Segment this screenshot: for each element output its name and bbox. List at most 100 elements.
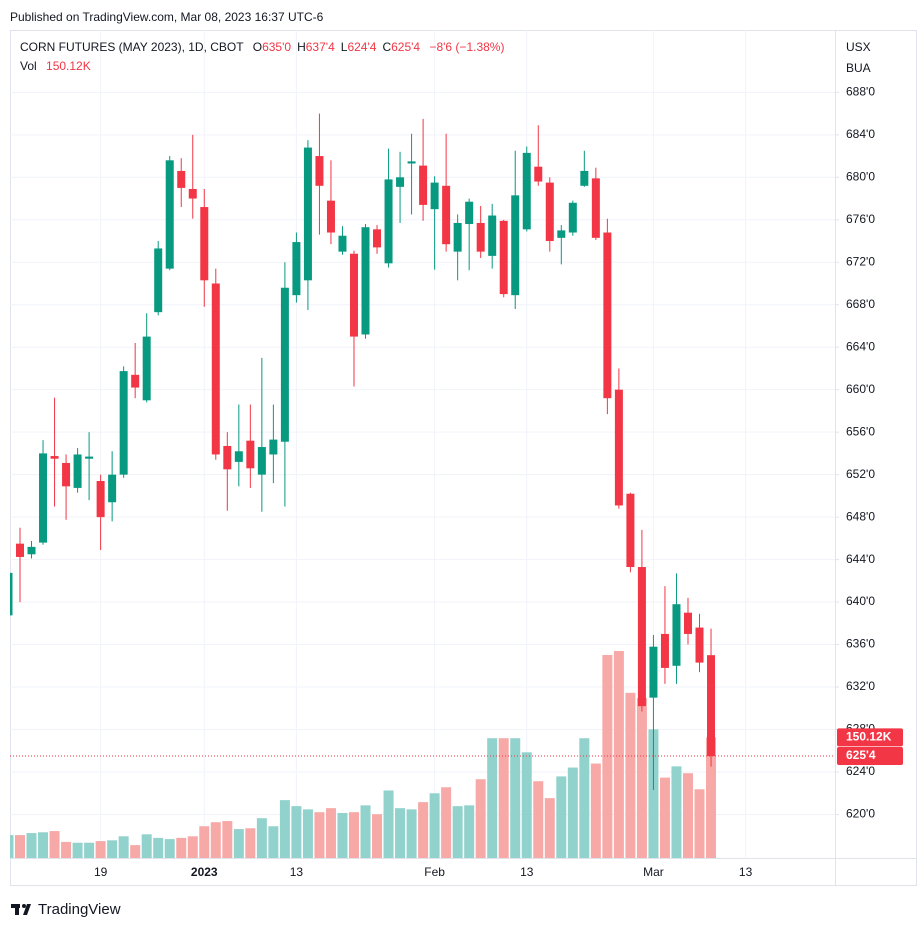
y-tick-label: 632'0	[846, 679, 875, 693]
volume-bar	[337, 812, 348, 858]
candle-body	[315, 156, 324, 186]
candle-body	[177, 170, 186, 188]
brand-name: TradingView	[38, 901, 121, 918]
candle-body	[62, 462, 71, 487]
volume-bar	[625, 692, 636, 858]
volume-bar	[49, 831, 60, 858]
volume-bar	[579, 738, 590, 858]
y-tick-label: 624'0	[846, 764, 875, 778]
volume-tag-bg	[837, 728, 903, 747]
volume-bar	[567, 767, 578, 858]
x-tick-label: 13	[739, 865, 753, 879]
candle-body	[50, 456, 59, 459]
x-tick-label: 13	[290, 865, 304, 879]
volume-bar	[613, 651, 624, 858]
volume-bar	[682, 773, 693, 858]
legend-symbol-row: CORN FUTURES (MAY 2023), 1D, CBOT O635'0…	[20, 40, 504, 54]
volume-bar	[187, 836, 198, 858]
candle-body	[39, 453, 48, 543]
ohlc-value: 625'4	[391, 40, 421, 54]
candle-body	[430, 182, 439, 210]
ohlc-value: 635'0	[262, 40, 292, 54]
volume-bar	[694, 789, 705, 858]
candle-body	[695, 627, 704, 663]
volume-bar	[314, 812, 325, 858]
y-tick-label: 688'0	[846, 85, 875, 99]
candle-body	[637, 567, 646, 707]
candle-body	[73, 454, 82, 488]
candle-body	[292, 242, 301, 296]
price-tag-bg	[837, 747, 903, 766]
candle-body	[27, 546, 36, 555]
volume-bar	[521, 752, 532, 858]
y-tick-label: 648'0	[846, 509, 875, 523]
candle-body	[234, 451, 243, 462]
volume-bar	[325, 808, 336, 858]
candle-body	[338, 235, 347, 252]
volume-bar	[95, 841, 106, 858]
volume-bar	[671, 766, 682, 858]
y-tick-label: 676'0	[846, 212, 875, 226]
volume-bar	[176, 837, 187, 858]
volume-bar	[291, 806, 302, 858]
volume-bar	[406, 809, 417, 858]
volume-bar	[659, 777, 670, 858]
candle-body	[303, 147, 312, 281]
candle-body	[326, 200, 335, 233]
candle-body	[545, 182, 554, 242]
ohlc-key: O	[252, 40, 263, 54]
y-tick-label: 652'0	[846, 467, 875, 481]
volume-bar	[360, 805, 371, 858]
volume-bar	[164, 839, 175, 858]
volume-bar	[84, 842, 95, 858]
volume-bar	[441, 787, 452, 858]
y-tick-label: 660'0	[846, 382, 875, 396]
volume-bar	[279, 800, 290, 858]
ohlc-value: 637'4	[305, 40, 335, 54]
volume-bar	[245, 828, 256, 858]
chart-frame	[10, 30, 917, 886]
candle-body	[396, 177, 405, 187]
ohlc-key: H	[297, 40, 306, 54]
candle-body	[119, 371, 128, 475]
candle-body	[511, 195, 520, 296]
candle-body	[154, 248, 163, 313]
candle-body	[591, 178, 600, 238]
candle-body	[10, 572, 13, 616]
symbol-name: CORN FUTURES (MAY 2023), 1D, CBOT	[20, 40, 244, 54]
volume-bar	[510, 738, 521, 858]
grid: 620'0624'0628'0632'0636'0640'0644'0648'0…	[10, 30, 875, 879]
x-tick-label: Feb	[424, 865, 445, 879]
volume-bar	[429, 793, 440, 858]
volume-bar	[256, 818, 267, 858]
currency: USX	[846, 40, 871, 54]
candle-body	[499, 220, 508, 295]
candle-body	[453, 222, 462, 252]
candle-body	[373, 229, 382, 248]
volume-bar	[199, 826, 210, 858]
candle-body	[603, 232, 612, 399]
y-tick-label: 620'0	[846, 807, 875, 821]
y-tick-label: 680'0	[846, 169, 875, 183]
overlays: 150.12K 625'4	[10, 728, 903, 766]
candle-body	[568, 202, 577, 233]
y-tick-label: 636'0	[846, 637, 875, 651]
y-tick-label: 644'0	[846, 552, 875, 566]
candle-body	[465, 201, 474, 225]
candle-body	[349, 253, 358, 337]
volume-bar	[372, 814, 383, 858]
y-tick-label: 672'0	[846, 254, 875, 268]
candle-body	[626, 493, 635, 568]
change-value: −8'6 (−1.38%)	[429, 40, 505, 54]
x-tick-label: Mar	[643, 865, 664, 879]
volume-bar	[107, 840, 118, 858]
candle-body	[165, 160, 174, 269]
volume-bar	[648, 729, 659, 858]
candle-body	[580, 170, 589, 186]
volume-bar	[487, 738, 498, 858]
candle-body	[96, 481, 105, 518]
volume-bar	[302, 809, 313, 858]
y-tick-label: 664'0	[846, 339, 875, 353]
